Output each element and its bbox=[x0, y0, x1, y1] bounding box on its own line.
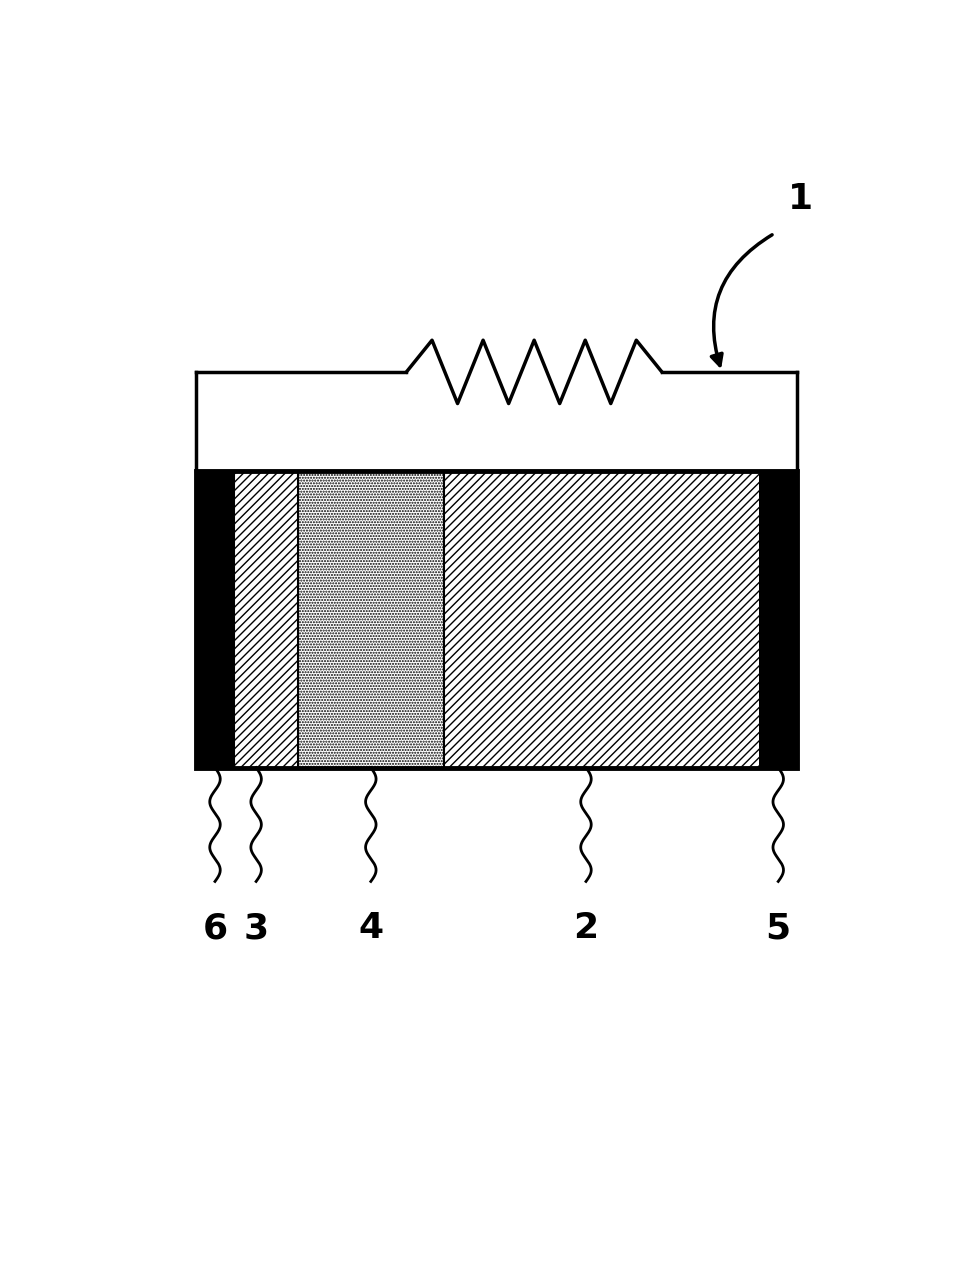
Text: 4: 4 bbox=[359, 911, 384, 946]
Text: 6: 6 bbox=[203, 911, 228, 946]
Text: 2: 2 bbox=[574, 911, 599, 946]
Bar bbox=[234, 470, 760, 767]
Bar bbox=[196, 470, 234, 767]
Bar bbox=[297, 470, 444, 767]
Text: 3: 3 bbox=[243, 911, 268, 946]
Bar bbox=[444, 470, 760, 767]
Bar bbox=[760, 470, 797, 767]
Bar bbox=[234, 470, 297, 767]
Text: 1: 1 bbox=[788, 181, 813, 216]
Text: 5: 5 bbox=[766, 911, 791, 946]
Bar bbox=[196, 470, 797, 767]
